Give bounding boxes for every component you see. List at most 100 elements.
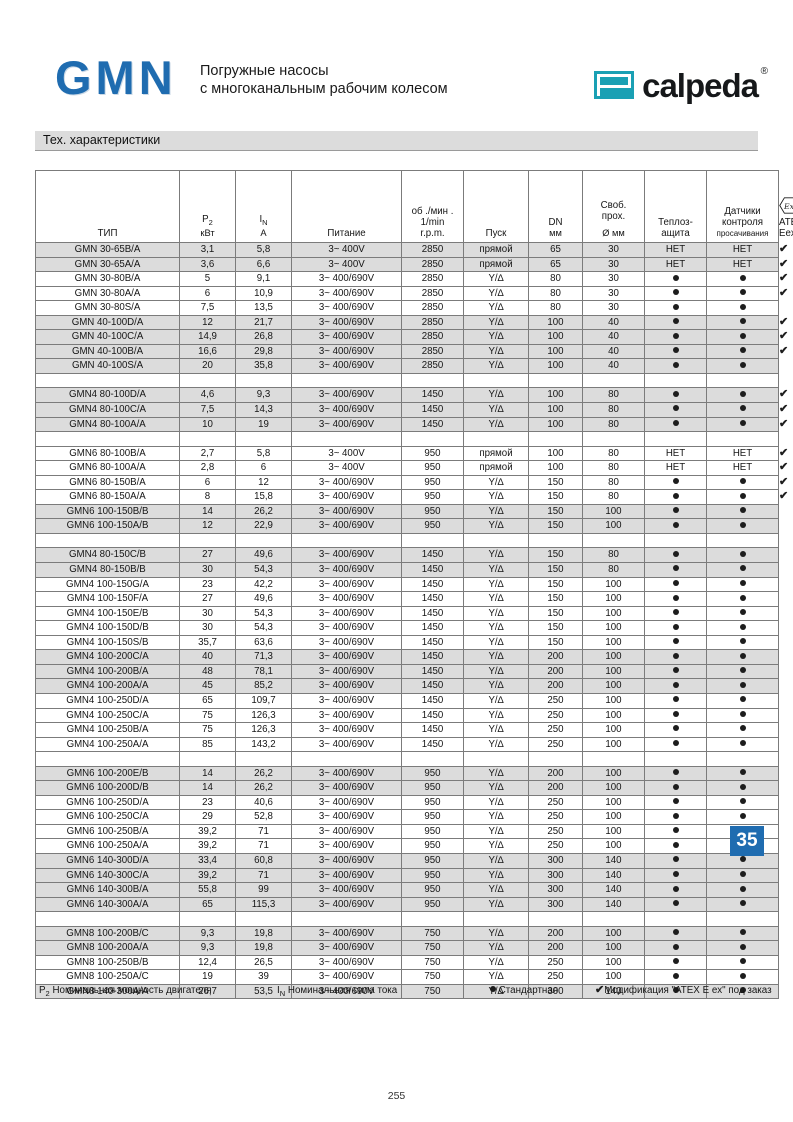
cell-rpm: 1450 (401, 605, 464, 622)
cell-feed: 3~ 400/690V (291, 940, 402, 956)
cell-feed: 3~ 400/690V (291, 591, 402, 607)
cell-rpm: 1450 (401, 576, 464, 593)
cell-thermal (644, 678, 707, 694)
cell-free: 100 (582, 969, 645, 985)
cell-p2: 4,6 (179, 387, 236, 404)
filled-dot-icon (739, 710, 746, 717)
cell-feed: 3~ 400/690V (291, 722, 402, 738)
cell-thermal (644, 940, 707, 956)
separator-cell (179, 372, 236, 389)
table-row: GMN4 100-250B/A 75 126,3 3~ 400/690V 1450 Y/∆… (35, 722, 779, 738)
filled-dot-icon (739, 332, 746, 339)
dn-unit: мм (549, 228, 562, 238)
filled-dot-icon (672, 332, 679, 339)
cell-in: 126,3 (235, 707, 292, 724)
filled-dot-icon (739, 303, 746, 310)
cell-thermal (644, 983, 707, 1000)
cell-in: 49,6 (235, 591, 292, 607)
cell-start: Y/∆ (463, 809, 529, 825)
separator-cell (582, 431, 645, 447)
table-row: GMN6 100-150B/B 14 26,2 3~ 400/690V 950 Y/∆ 15… (35, 503, 779, 520)
cell-in: 99 (235, 882, 292, 898)
cell-in: 19,8 (235, 940, 292, 956)
cell-pump-type: GMN6 80-150B/A (35, 474, 180, 491)
cell-rpm: 950 (401, 867, 464, 884)
cell-thermal: НЕТ (644, 242, 707, 258)
cell-feed: 3~ 400V (291, 460, 402, 476)
cell-feed: 3~ 400/690V (291, 300, 402, 316)
cell-feed: 3~ 400/690V (291, 605, 402, 622)
table-row: GMN6 100-200D/B 14 26,2 3~ 400/690V 950 Y/∆ 20… (35, 780, 779, 796)
cell-sensors (706, 765, 779, 782)
table-row: GMN4 100-150D/B 30 54,3 3~ 400/690V 1450 Y/∆ 1… (35, 620, 779, 636)
cell-sensors (706, 983, 779, 1000)
cell-start: Y/∆ (463, 489, 529, 505)
cell-in: 26,2 (235, 503, 292, 520)
filled-dot-icon (672, 972, 679, 979)
filled-dot-icon (672, 681, 679, 688)
filled-dot-icon (739, 856, 746, 863)
cell-sensors (706, 620, 779, 636)
legend-p2-sym: P (39, 985, 46, 996)
cell-rpm: 950 (401, 882, 464, 898)
cell-in: 52,8 (235, 809, 292, 825)
cell-free: 140 (582, 852, 645, 869)
cell-start: Y/∆ (463, 692, 529, 709)
cell-free: 100 (582, 503, 645, 520)
filled-dot-icon (672, 943, 679, 950)
cell-p2: 75 (179, 707, 236, 724)
cell-in: 29,8 (235, 343, 292, 360)
cell-sensors (706, 314, 779, 331)
filled-dot-icon (739, 667, 746, 674)
cell-sensors (706, 634, 779, 651)
cell-thermal (644, 576, 707, 593)
cell-pump-type: GMN6 100-250C/A (35, 809, 180, 825)
cell-sensors (706, 722, 779, 738)
filled-dot-icon (672, 812, 679, 819)
table-row: GMN4 80-150B/B 30 54,3 3~ 400/690V 1450 Y/∆ 15… (35, 562, 779, 578)
filled-dot-icon (739, 390, 746, 397)
separator-cell (706, 532, 779, 549)
cell-start: Y/∆ (463, 969, 529, 985)
cell-rpm: 1450 (401, 416, 464, 433)
cell-sensors (706, 663, 779, 680)
cell-pump-type: GMN4 100-150F/A (35, 591, 180, 607)
cell-start: Y/∆ (463, 620, 529, 636)
cell-dn: 250 (528, 823, 583, 840)
cell-feed: 3~ 400/690V (291, 402, 402, 418)
cell-start: Y/∆ (463, 736, 529, 753)
cell-feed: 3~ 400/690V (291, 823, 402, 840)
power-sym-text: P (202, 214, 209, 226)
separator-cell (291, 911, 402, 927)
filled-dot-icon (672, 856, 679, 863)
cell-p2: 3,6 (179, 256, 236, 273)
cell-thermal (644, 896, 707, 913)
separator-cell (35, 532, 180, 549)
table-row: GMN 30-80S/A 7,5 13,5 3~ 400/690V 2850 Y/∆ 80 3… (35, 300, 779, 316)
cell-rpm: 1450 (401, 736, 464, 753)
cell-pump-type: GMN6 80-150A/A (35, 489, 180, 505)
cell-rpm: 1450 (401, 634, 464, 651)
cell-rpm: 750 (401, 969, 464, 985)
section-header-bar: Тех. характеристики (35, 131, 758, 151)
speed-label-ru: об ./мин . (411, 206, 454, 217)
cell-free: 80 (582, 387, 645, 404)
cell-free: 100 (582, 620, 645, 636)
cell-dn: 250 (528, 736, 583, 753)
filled-dot-icon (672, 478, 679, 485)
cell-p2: 65 (179, 692, 236, 709)
cell-rpm: 950 (401, 445, 464, 462)
cell-rpm: 750 (401, 954, 464, 971)
cell-feed: 3~ 400/690V (291, 780, 402, 796)
cell-thermal (644, 736, 707, 753)
cell-in: 22,9 (235, 518, 292, 534)
separator-cell (179, 911, 236, 927)
calpeda-logo-mark-icon (594, 71, 635, 99)
cell-start: Y/∆ (463, 300, 529, 316)
cell-free: 80 (582, 460, 645, 476)
cell-dn: 65 (528, 256, 583, 273)
cell-sensors (706, 707, 779, 724)
cell-sensors (706, 329, 779, 345)
cell-p2: 30 (179, 562, 236, 578)
dn-label: DN (548, 217, 563, 228)
